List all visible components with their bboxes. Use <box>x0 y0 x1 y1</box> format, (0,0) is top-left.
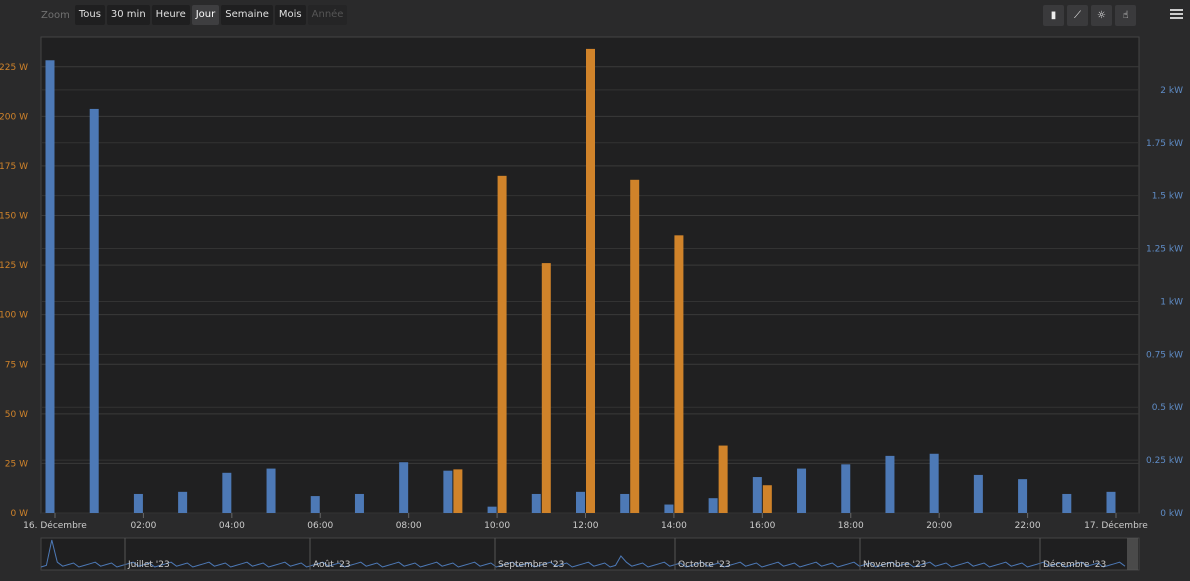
navigator-label: Novembre '23 <box>863 560 926 570</box>
scatter-icon[interactable]: ⟋ <box>1067 5 1088 26</box>
bar-blue <box>929 453 939 513</box>
left-axis-tick: 125 W <box>0 261 28 271</box>
bar-blue <box>310 496 320 513</box>
bar-orange <box>762 485 772 513</box>
x-axis-tick: 16:00 <box>749 521 775 531</box>
left-axis-tick: 50 W <box>5 410 28 420</box>
navigator-label: Septembre '23 <box>498 560 564 570</box>
right-axis-tick: 0.75 kW <box>1146 350 1183 360</box>
bar-blue <box>133 493 143 513</box>
column-chart-icon[interactable]: ▮ <box>1043 5 1064 26</box>
bar-blue <box>531 493 541 513</box>
bar-orange <box>497 175 507 514</box>
right-axis-tick: 0 kW <box>1160 509 1183 519</box>
left-axis-tick: 0 W <box>11 509 29 519</box>
bar-blue <box>664 504 674 513</box>
x-axis-tick: 04:00 <box>219 521 245 531</box>
right-axis-tick: 1.5 kW <box>1152 192 1183 202</box>
bar-blue <box>487 506 497 513</box>
left-axis-tick: 25 W <box>5 459 28 469</box>
bar-orange <box>718 445 728 513</box>
bar-blue <box>752 477 762 513</box>
x-axis-tick: 08:00 <box>396 521 422 531</box>
navigator-series <box>40 539 1126 568</box>
left-axis-tick: 225 W <box>0 63 28 73</box>
bar-blue <box>222 472 232 513</box>
left-axis-tick: 75 W <box>5 360 28 370</box>
x-axis-tick: 17. Décembre <box>1084 520 1148 531</box>
bar-blue <box>576 491 585 513</box>
bar-blue <box>399 462 409 513</box>
bar-orange <box>586 48 595 514</box>
bar-blue <box>708 498 718 513</box>
bar-blue <box>797 468 807 513</box>
left-axis-tick: 150 W <box>0 212 28 222</box>
zoom-day-button[interactable]: Jour <box>191 5 220 25</box>
pointer-hand-icon[interactable]: ☝ <box>1115 5 1136 26</box>
right-axis-tick: 0.5 kW <box>1152 403 1183 413</box>
bar-orange <box>541 263 551 513</box>
x-axis-tick: 14:00 <box>661 521 687 531</box>
left-axis-tick: 100 W <box>0 311 28 321</box>
x-axis-tick: 18:00 <box>838 521 864 531</box>
navigator-label: Août '23 <box>313 560 351 570</box>
zoom-hour-button[interactable]: Heure <box>151 5 190 25</box>
zoom-toolbar: Zoom Tous 30 min Heure Jour Semaine Mois… <box>38 5 348 25</box>
bar-blue <box>354 493 364 513</box>
right-axis-tick: 1.75 kW <box>1146 139 1183 149</box>
x-axis-tick: 22:00 <box>1015 521 1041 531</box>
navigator-handle[interactable] <box>1127 538 1138 570</box>
bar-orange <box>453 469 463 513</box>
bar-orange <box>630 179 640 514</box>
navigator-label: Juillet '23 <box>127 560 170 570</box>
x-axis-tick: 06:00 <box>307 521 333 531</box>
bar-blue <box>1062 493 1072 513</box>
bar-blue <box>45 60 55 513</box>
zoom-week-button[interactable]: Semaine <box>221 5 273 25</box>
navigator-label: Octobre '23 <box>678 560 731 570</box>
hamburger-menu-icon[interactable] <box>1166 4 1186 24</box>
bar-blue <box>266 468 276 513</box>
zoom-year-button: Année <box>307 5 348 25</box>
bar-blue <box>1018 479 1028 513</box>
sun-icon[interactable]: ☼ <box>1091 5 1112 26</box>
zoom-30min-button[interactable]: 30 min <box>106 5 150 25</box>
chart-tools: ▮ ⟋ ☼ ☝ <box>1043 5 1136 26</box>
navigator-label: Décembre '23 <box>1043 559 1106 570</box>
navigator <box>40 537 1140 571</box>
x-axis-tick: 10:00 <box>484 521 510 531</box>
bar-blue <box>89 108 99 513</box>
left-axis-tick: 200 W <box>0 112 28 122</box>
zoom-label: Zoom <box>41 9 70 21</box>
x-axis-tick: 02:00 <box>130 521 156 531</box>
bar-blue <box>620 493 630 513</box>
x-axis-tick: 12:00 <box>573 521 599 531</box>
left-axis-tick: 175 W <box>0 162 28 172</box>
bar-orange <box>674 235 684 514</box>
right-axis-tick: 2 kW <box>1160 86 1183 96</box>
zoom-month-button[interactable]: Mois <box>274 5 306 25</box>
x-axis-tick: 16. Décembre <box>23 520 87 531</box>
bar-blue <box>443 470 453 513</box>
zoom-all-button[interactable]: Tous <box>74 5 105 25</box>
bar-blue <box>885 455 895 513</box>
bar-blue <box>1106 491 1116 513</box>
x-axis-tick: 20:00 <box>926 521 952 531</box>
right-axis-tick: 1.25 kW <box>1146 245 1183 255</box>
right-axis-tick: 0.25 kW <box>1146 456 1183 466</box>
bar-blue <box>841 464 851 513</box>
bar-blue <box>178 491 188 513</box>
bar-blue <box>973 474 983 513</box>
right-axis-tick: 1 kW <box>1160 297 1183 307</box>
